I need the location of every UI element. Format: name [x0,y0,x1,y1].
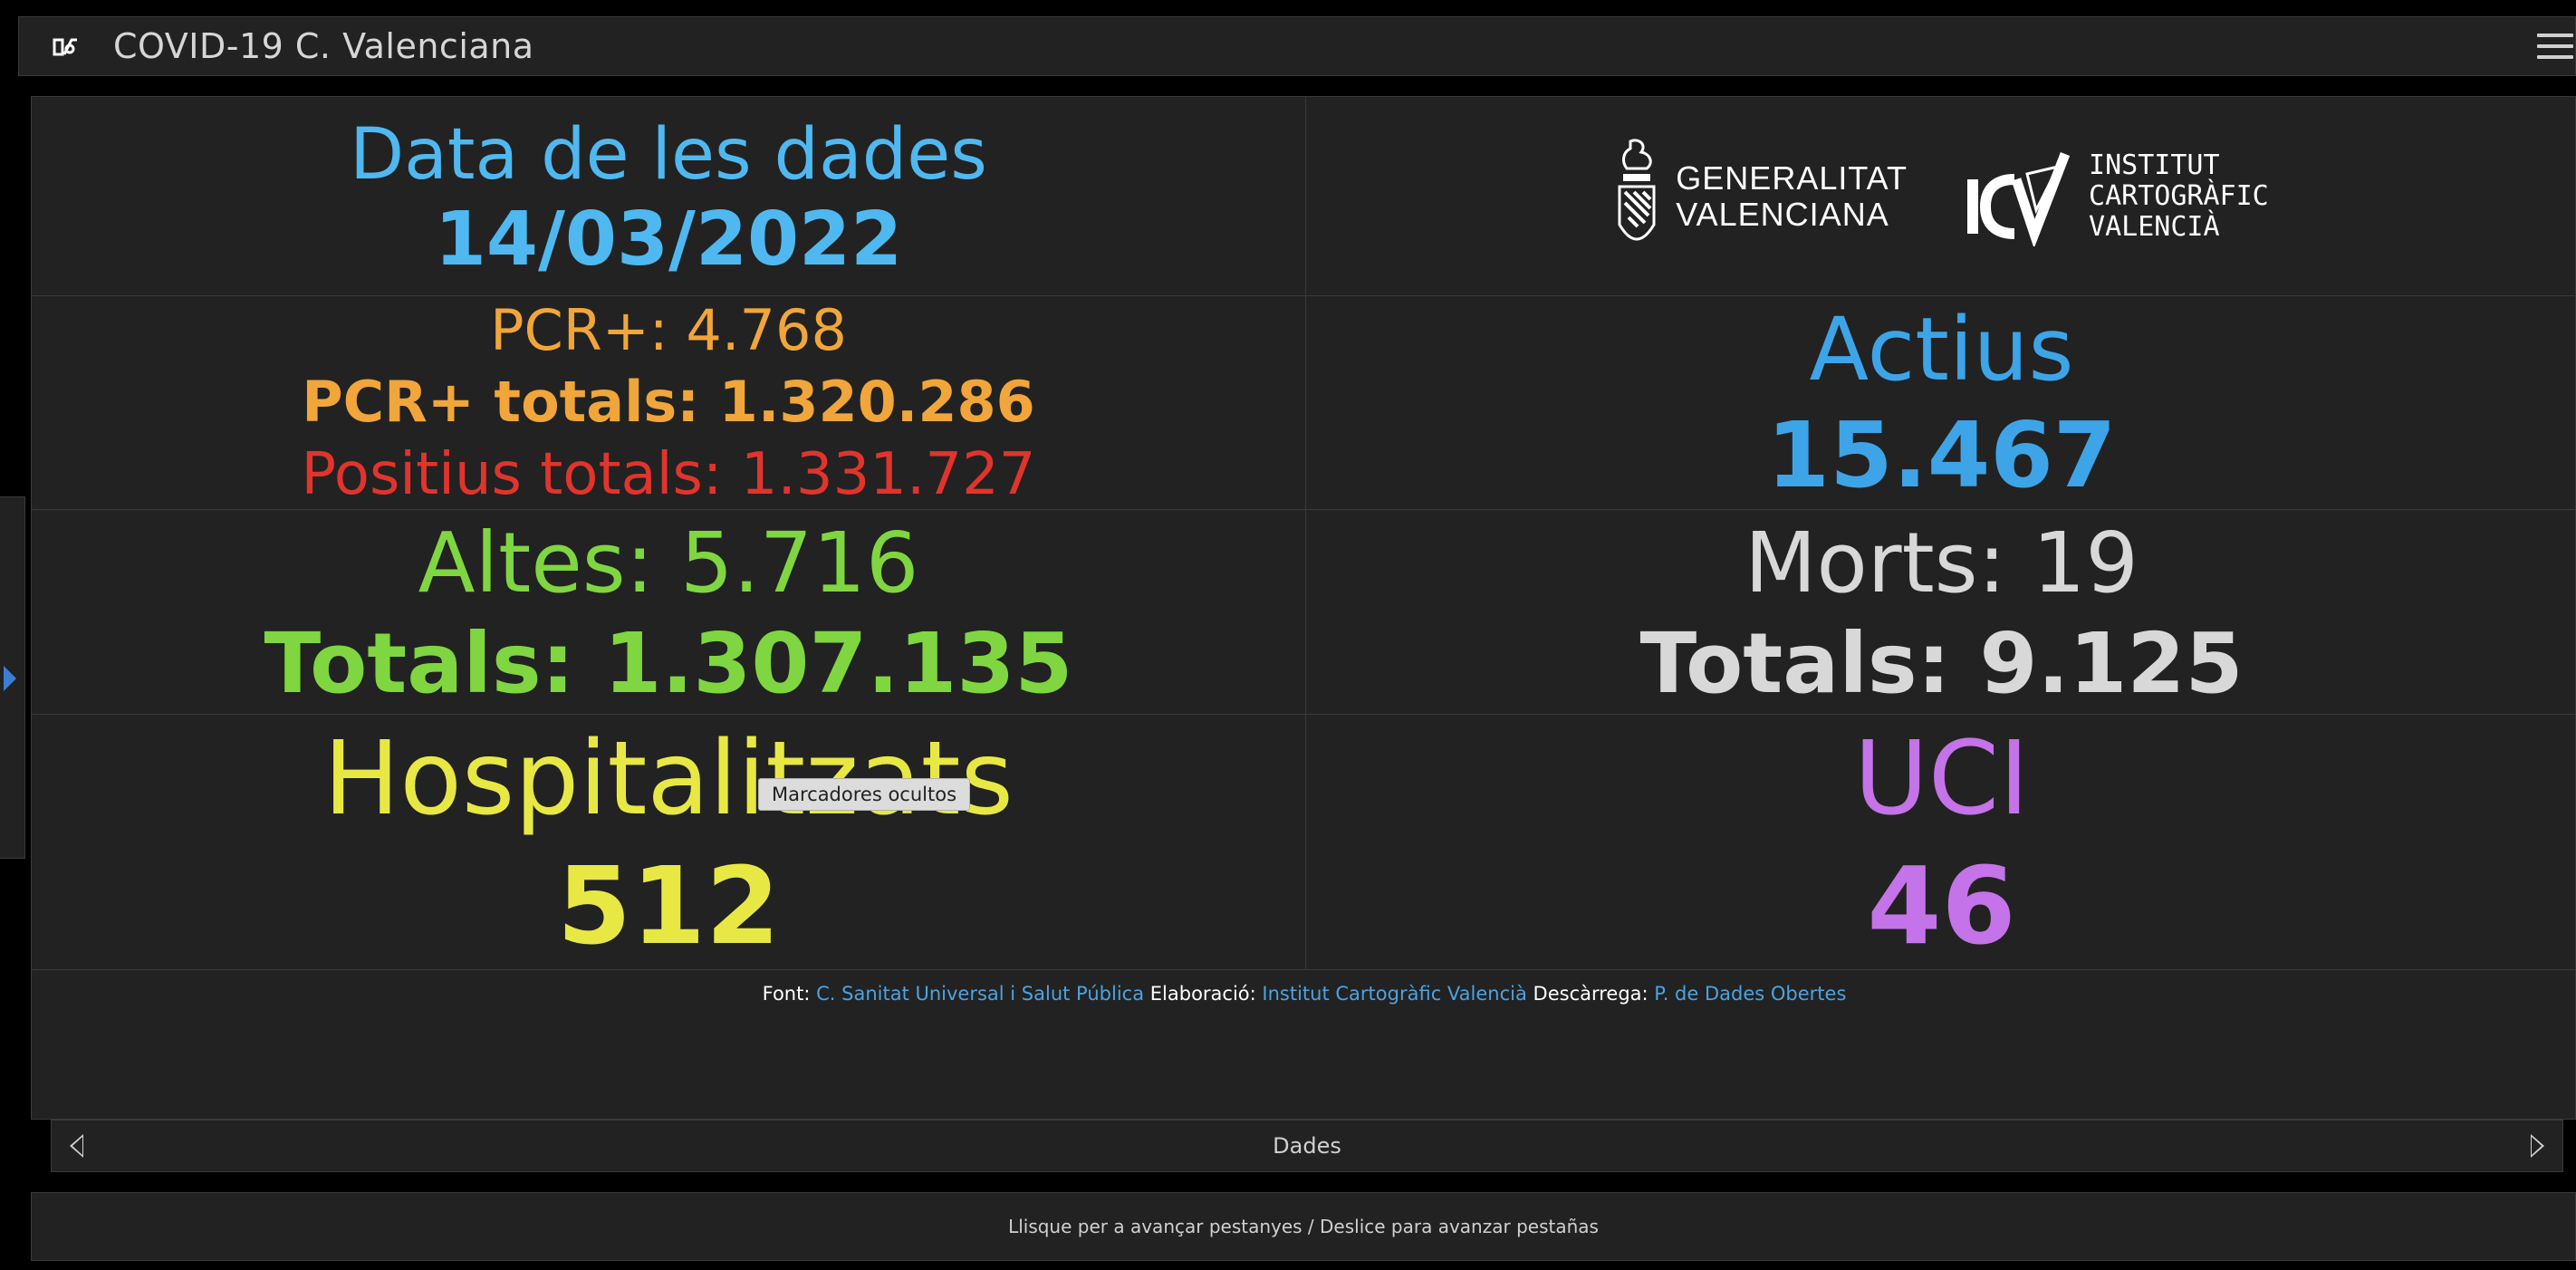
font-label: Font: [762,983,811,1005]
hamburger-menu-icon[interactable] [2535,30,2575,66]
descarrega-label: Descàrrega: [1533,983,1648,1005]
positius-totals: Positius totals: 1.331.727 [301,440,1036,508]
icv-logo: INSTITUT CARTOGRÀFIC VALENCIÀ [1962,147,2269,246]
hospitalitzats-value: 512 [556,842,781,968]
indicator-grid: Data de les dades 14/03/2022 GENERALITAT… [32,97,2576,970]
icv-text-line2: CARTOGRÀFIC [2089,179,2269,212]
font-source-link[interactable]: C. Sanitat Universal i Salut Pública [816,983,1145,1005]
gva-text-line1: GENERALITAT [1676,159,1908,197]
actius-cell: Actius 15.467 [1306,296,2576,510]
morts-cell: Morts: 19 Totals: 9.125 [1306,510,2576,715]
prev-tab-icon[interactable] [70,1134,83,1158]
icv-mark-icon [1967,151,2071,246]
swipe-hint-text: Llisque per a avançar pestanyes / Deslic… [1008,1216,1599,1237]
date-cell: Data de les dades 14/03/2022 [32,97,1306,296]
descarrega-link[interactable]: P. de Dades Obertes [1654,983,1847,1005]
hidden-markers-tooltip: Marcadores ocultos [758,778,970,811]
date-value: 14/03/2022 [434,196,903,283]
tab-current-label[interactable]: Dades [1273,1133,1341,1159]
credits-line: Font: C. Sanitat Universal i Salut Públi… [32,983,2576,1005]
elaboracio-link[interactable]: Institut Cartogràfic Valencià [1262,983,1527,1005]
altes-daily: Altes: 5.716 [418,514,919,611]
pcr-daily: PCR+: 4.768 [490,296,847,363]
dashboard-panel: Data de les dades 14/03/2022 GENERALITAT… [31,96,2576,1120]
swipe-hint: Llisque per a avançar pestanyes / Deslic… [31,1192,2576,1261]
uci-cell: UCI 46 [1306,715,2576,970]
uci-value: 46 [1867,842,2016,968]
icv-text-line1: INSTITUT [2089,149,2220,181]
gva-crest-icon [1618,139,1656,240]
morts-daily: Morts: 19 [1745,514,2139,611]
next-tab-icon[interactable] [2531,1134,2544,1158]
tab-navigator: Dades [51,1120,2563,1172]
elaboracio-label: Elaboració: [1149,983,1256,1005]
logos-cell: GENERALITAT VALENCIANA INSTITUT CARTOGRÀ… [1306,97,2576,296]
side-panel-toggle[interactable] [0,496,25,859]
gva-text-line2: VALENCIANA [1676,195,1889,233]
pcr-totals: PCR+ totals: 1.320.286 [302,368,1035,435]
app-header: COVID-19 C. Valenciana [18,16,2576,76]
hospitalitzats-cell: Hospitalitzats 512 [32,715,1306,970]
actius-label: Actius [1809,298,2074,400]
date-title: Data de les dades [350,113,987,196]
altes-totals: Totals: 1.307.135 [264,614,1073,712]
app-title: COVID-19 C. Valenciana [113,26,534,66]
gva-cov-icon [52,33,79,60]
pcr-cell: PCR+: 4.768 PCR+ totals: 1.320.286 Posit… [32,296,1306,510]
uci-label: UCI [1853,719,2030,838]
generalitat-valenciana-logo: GENERALITAT VALENCIANA [1614,138,1908,255]
altes-cell: Altes: 5.716 Totals: 1.307.135 [32,510,1306,715]
chevron-right-icon [4,666,16,691]
icv-text-line3: VALENCIÀ [2089,210,2220,243]
morts-totals: Totals: 9.125 [1639,614,2244,712]
actius-value: 15.467 [1766,401,2117,508]
